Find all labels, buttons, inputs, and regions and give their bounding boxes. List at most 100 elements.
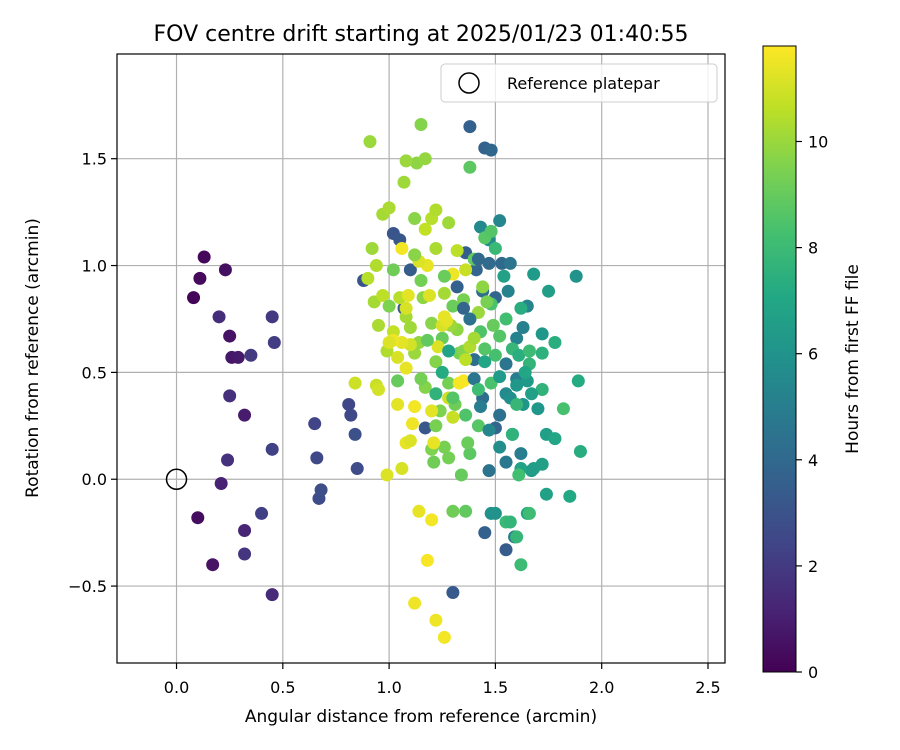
data-point xyxy=(429,203,443,217)
data-point xyxy=(391,374,405,388)
data-point xyxy=(539,487,553,501)
data-point xyxy=(548,432,562,446)
data-point xyxy=(493,214,507,228)
data-point xyxy=(493,370,507,384)
data-point xyxy=(442,376,456,390)
data-point xyxy=(310,451,324,465)
colorbar: 0 2 4 6 8 10 Hours from first FF file xyxy=(762,45,863,682)
data-point xyxy=(484,224,498,238)
data-point xyxy=(493,440,507,454)
data-point xyxy=(467,372,481,386)
data-point xyxy=(218,263,232,277)
data-point xyxy=(429,355,443,369)
data-point xyxy=(427,455,441,469)
colorbar-label: Hours from first FF file xyxy=(843,264,863,454)
data-point xyxy=(442,216,456,230)
grid-lines xyxy=(117,54,725,663)
data-point xyxy=(503,515,517,529)
data-point xyxy=(348,427,362,441)
data-point xyxy=(255,506,269,520)
reference-platepar-marker xyxy=(165,468,188,490)
data-point xyxy=(244,348,258,362)
data-point xyxy=(457,301,471,315)
data-point xyxy=(535,346,549,360)
data-point xyxy=(499,357,513,371)
data-point xyxy=(414,118,428,132)
data-point xyxy=(446,410,460,424)
colorbar-gradient xyxy=(762,45,797,673)
data-point xyxy=(371,318,385,332)
data-point xyxy=(187,291,201,305)
data-point xyxy=(463,312,477,326)
x-axis-label: Angular distance from reference (arcmin) xyxy=(245,707,597,727)
data-point xyxy=(571,374,585,388)
colorbar-tick-label: 10 xyxy=(808,132,828,151)
legend: Reference platepar xyxy=(440,63,718,103)
y-tick-label: 1.5 xyxy=(82,150,107,169)
data-point xyxy=(471,419,485,433)
data-point xyxy=(371,382,385,396)
legend-box xyxy=(440,63,718,103)
data-point xyxy=(380,468,394,482)
data-point xyxy=(471,252,485,266)
data-point xyxy=(527,267,541,281)
data-point xyxy=(342,397,356,411)
x-tick-label: 0.5 xyxy=(270,678,295,697)
data-point xyxy=(414,274,428,288)
data-point xyxy=(461,436,475,450)
data-point xyxy=(265,588,279,602)
data-point xyxy=(493,408,507,422)
x-axis-ticks: 0.0 0.5 1.0 1.5 2.0 2.5 xyxy=(164,663,721,697)
data-point xyxy=(197,250,211,264)
data-point xyxy=(499,455,513,469)
data-point xyxy=(308,417,322,431)
data-point xyxy=(408,400,422,414)
data-point xyxy=(206,558,220,572)
data-point xyxy=(399,301,413,315)
data-point xyxy=(480,295,494,309)
data-point xyxy=(457,374,471,388)
data-point xyxy=(361,271,375,285)
legend-label: Reference platepar xyxy=(507,74,660,93)
x-tick-label: 1.5 xyxy=(483,678,508,697)
data-point xyxy=(418,152,432,166)
data-point xyxy=(450,280,464,294)
data-point xyxy=(556,402,570,416)
data-point xyxy=(484,143,498,157)
data-point xyxy=(265,310,279,324)
y-axis-ticks: −0.5 0.0 0.5 1.0 1.5 xyxy=(68,150,117,596)
data-point xyxy=(391,397,405,411)
data-point xyxy=(401,288,415,302)
data-point xyxy=(563,489,577,503)
data-point xyxy=(471,382,485,396)
data-point xyxy=(548,335,562,349)
data-point xyxy=(510,331,524,345)
data-point xyxy=(474,220,488,234)
data-point xyxy=(399,361,413,375)
data-point xyxy=(569,269,583,283)
data-point xyxy=(376,288,390,302)
data-point xyxy=(503,256,517,270)
data-point xyxy=(425,513,439,527)
data-point xyxy=(193,271,207,285)
data-point xyxy=(446,504,460,518)
data-point xyxy=(501,284,515,298)
data-point xyxy=(386,263,400,277)
data-point xyxy=(238,524,252,538)
y-tick-label: 1.0 xyxy=(82,257,107,276)
data-point xyxy=(499,543,513,557)
y-tick-label: 0.5 xyxy=(82,363,107,382)
colorbar-tick-label: 2 xyxy=(808,557,818,576)
plot-frame xyxy=(116,53,726,664)
x-tick-label: 2.5 xyxy=(695,678,720,697)
data-point xyxy=(518,365,532,379)
data-point xyxy=(482,256,496,270)
data-point xyxy=(408,212,422,226)
data-point xyxy=(365,241,379,255)
data-point xyxy=(437,269,451,283)
data-point xyxy=(476,280,490,294)
data-point xyxy=(423,288,437,302)
data-point xyxy=(493,329,507,343)
data-point xyxy=(418,222,432,236)
data-point xyxy=(350,462,364,476)
